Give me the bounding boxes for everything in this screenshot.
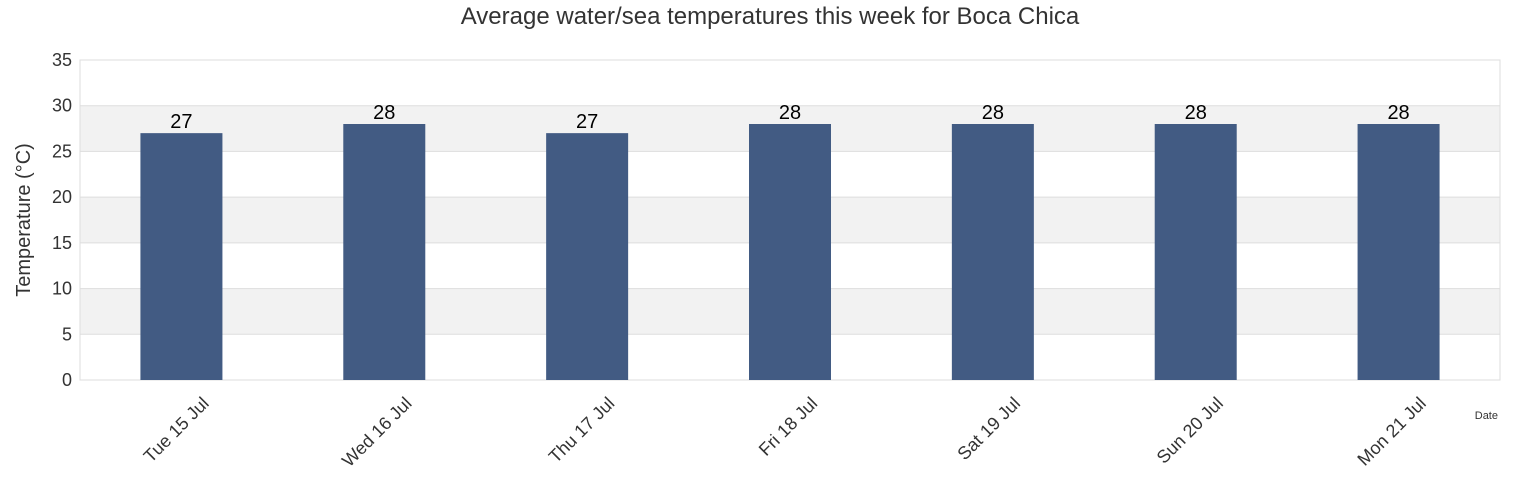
y-tick-label: 0 xyxy=(62,370,72,390)
y-axis-title: Temperature (°C) xyxy=(13,143,35,297)
chart-title: Average water/sea temperatures this week… xyxy=(461,3,1080,30)
data-label: 28 xyxy=(1387,102,1409,124)
bar xyxy=(343,124,426,380)
y-tick-label: 30 xyxy=(52,96,72,116)
x-tick-label: Sat 19 Jul xyxy=(953,393,1024,464)
x-tick-label: Fri 18 Jul xyxy=(755,393,821,459)
data-label: 28 xyxy=(779,102,801,124)
bar xyxy=(951,124,1034,380)
x-tick-label: Tue 15 Jul xyxy=(140,393,213,466)
data-label: 27 xyxy=(170,111,192,133)
data-label: 28 xyxy=(373,102,395,124)
x-tick-label: Mon 21 Jul xyxy=(1353,393,1429,469)
bar xyxy=(140,133,223,380)
y-tick-label: 15 xyxy=(52,233,72,253)
y-tick-label: 25 xyxy=(52,141,72,161)
bar-series xyxy=(140,124,1440,380)
data-label: 28 xyxy=(1185,102,1207,124)
data-labels: 27 28 27 28 28 28 28 xyxy=(170,102,1409,133)
bar xyxy=(749,124,831,380)
y-tick-label: 20 xyxy=(52,187,72,207)
y-tick-label: 10 xyxy=(52,279,72,299)
bar xyxy=(1357,124,1440,380)
x-axis-ticks: Tue 15 Jul Wed 16 Jul Thu 17 Jul Fri 18 Jul… xyxy=(140,393,1430,471)
x-tick-label: Wed 16 Jul xyxy=(338,393,416,471)
data-label: 28 xyxy=(982,102,1004,124)
bar xyxy=(546,133,629,380)
data-label: 27 xyxy=(576,111,598,133)
bar xyxy=(1154,124,1237,380)
x-axis-title: Date xyxy=(1475,410,1498,422)
x-tick-label: Sun 20 Jul xyxy=(1153,393,1227,467)
y-tick-label: 35 xyxy=(52,50,72,70)
y-tick-label: 5 xyxy=(62,324,72,344)
x-tick-label: Thu 17 Jul xyxy=(545,393,619,467)
y-axis-ticks: 0 5 10 15 20 25 30 35 xyxy=(52,50,72,390)
